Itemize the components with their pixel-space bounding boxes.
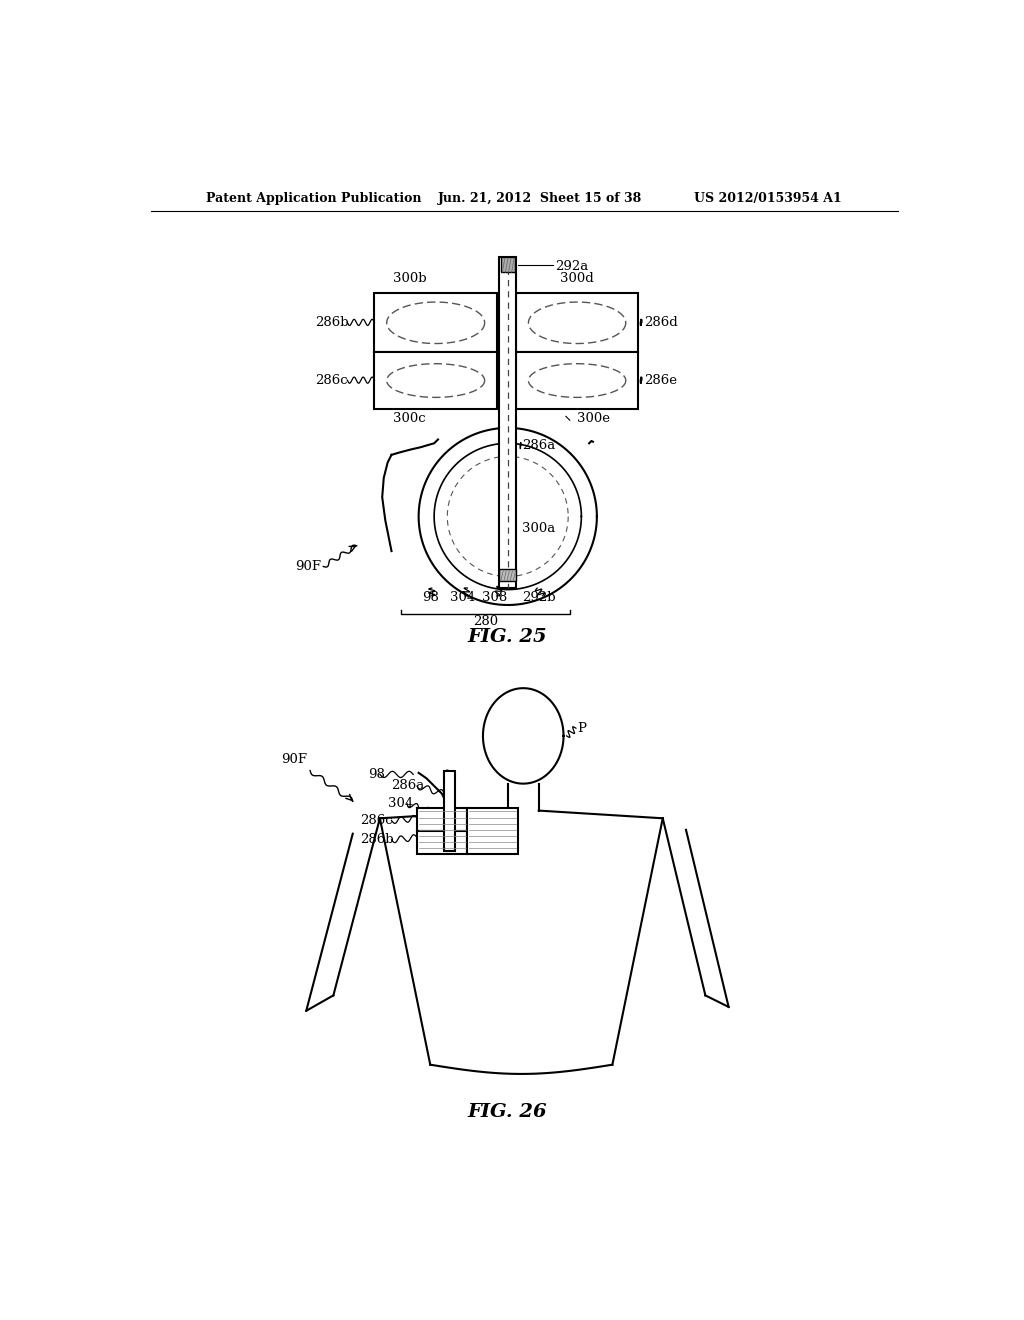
Text: 286a: 286a [391, 779, 425, 792]
Bar [500, 569, 516, 581]
Text: 300d: 300d [560, 272, 594, 285]
Bar [444, 771, 455, 851]
Bar [516, 352, 638, 409]
Bar [467, 808, 518, 854]
Text: 98: 98 [369, 768, 385, 781]
Text: 292b: 292b [522, 591, 556, 605]
Text: 98: 98 [422, 591, 438, 605]
Text: 300b: 300b [392, 272, 426, 285]
Text: 304: 304 [451, 591, 475, 605]
Text: 286b: 286b [360, 833, 394, 846]
Text: FIG. 26: FIG. 26 [468, 1104, 548, 1121]
Bar [516, 293, 638, 352]
Text: 90F: 90F [282, 752, 307, 766]
Text: Patent Application Publication: Patent Application Publication [206, 191, 421, 205]
Text: FIG. 25: FIG. 25 [468, 628, 548, 645]
Text: US 2012/0153954 A1: US 2012/0153954 A1 [693, 191, 842, 205]
Bar [375, 293, 497, 352]
Bar [501, 257, 515, 272]
Text: P: P [578, 722, 587, 735]
Text: 286e: 286e [644, 374, 677, 387]
Text: 286a: 286a [522, 440, 556, 453]
Text: 286c: 286c [360, 814, 393, 828]
Bar [417, 830, 467, 854]
Text: 300c: 300c [393, 412, 426, 425]
Text: 304: 304 [388, 797, 413, 810]
Text: 286d: 286d [644, 315, 678, 329]
Text: 90F: 90F [295, 561, 321, 573]
Text: 292a: 292a [555, 260, 588, 273]
Text: 286b: 286b [315, 315, 349, 329]
Bar [500, 257, 516, 589]
Text: 300a: 300a [521, 521, 555, 535]
Text: Jun. 21, 2012  Sheet 15 of 38: Jun. 21, 2012 Sheet 15 of 38 [438, 191, 642, 205]
Bar [375, 352, 497, 409]
Text: 280: 280 [473, 615, 498, 628]
Text: 300e: 300e [577, 412, 609, 425]
Text: 308: 308 [482, 591, 507, 605]
Bar [417, 808, 467, 830]
Text: 286c: 286c [315, 374, 348, 387]
